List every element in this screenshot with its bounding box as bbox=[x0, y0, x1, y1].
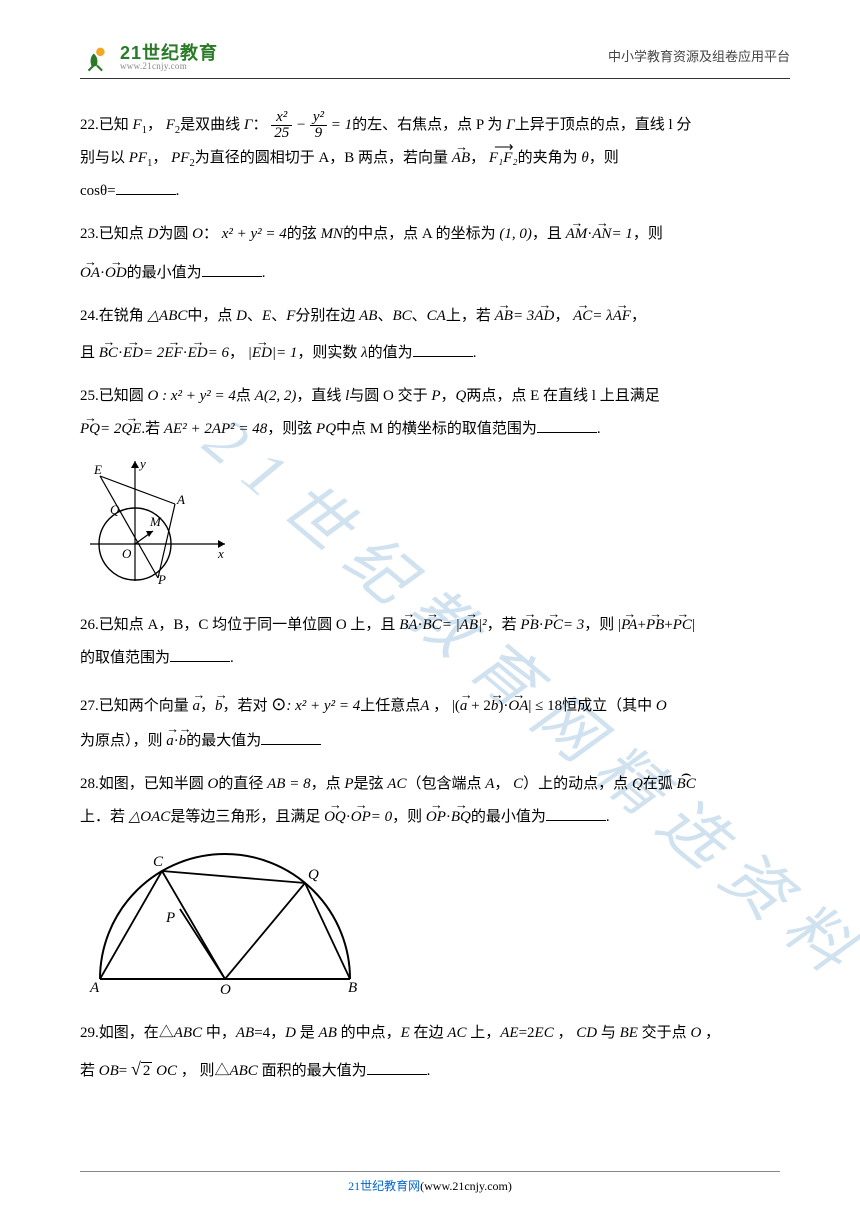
logo-icon bbox=[80, 40, 114, 74]
problem-number: 27. bbox=[80, 698, 99, 714]
problem-22: 22.已知 F1， F2是双曲线 Γ： x²25 − y²9 = 1的左、右焦点… bbox=[80, 109, 790, 208]
answer-blank bbox=[546, 806, 606, 821]
problem-number: 29. bbox=[80, 1025, 99, 1041]
answer-blank bbox=[537, 418, 597, 433]
svg-text:P: P bbox=[165, 910, 175, 926]
svg-text:B: B bbox=[348, 980, 357, 994]
header-subtitle: 中小学教育资源及组卷应用平台 bbox=[608, 40, 790, 65]
problem-number: 24. bbox=[80, 308, 99, 324]
answer-blank bbox=[413, 342, 473, 357]
svg-text:y: y bbox=[138, 456, 146, 471]
answer-blank bbox=[202, 262, 262, 277]
answer-blank bbox=[367, 1060, 427, 1075]
svg-text:A: A bbox=[176, 492, 185, 507]
svg-text:P: P bbox=[157, 572, 166, 586]
diagram-25: E y A Q M O P x bbox=[80, 456, 790, 599]
problem-27: 27.已知两个向量 a，b，若对 ⊙: x² + y² = 4上任意点A ， |… bbox=[80, 685, 790, 758]
problem-number: 28. bbox=[80, 776, 99, 792]
answer-blank bbox=[116, 180, 176, 195]
problem-25: 25.已知圆 O : x² + y² = 4点 A(2, 2)，直线 l与圆 O… bbox=[80, 380, 790, 599]
logo-block: 21世纪教育 www.21cnjy.com bbox=[80, 40, 218, 74]
problem-24: 24.在锐角 △ABC中，点 D、E、F分别在边 AB、BC、CA上，若 AB=… bbox=[80, 300, 790, 370]
svg-text:O: O bbox=[220, 982, 231, 994]
problem-number: 25. bbox=[80, 388, 99, 404]
svg-text:O: O bbox=[122, 546, 132, 561]
diagram-28: A B C Q P O bbox=[80, 844, 790, 1007]
svg-text:A: A bbox=[89, 980, 100, 994]
footer-site-name: 21世纪教育网 bbox=[348, 1179, 420, 1193]
answer-blank bbox=[261, 730, 321, 745]
page-footer: 21世纪教育网(www.21cnjy.com) bbox=[80, 1171, 780, 1194]
problem-number: 22. bbox=[80, 117, 99, 133]
svg-text:M: M bbox=[149, 514, 162, 529]
problem-23: 23.已知点 D为圆 O： x² + y² = 4的弦 MN的中点，点 A 的坐… bbox=[80, 218, 790, 290]
page-header: 21世纪教育 www.21cnjy.com 中小学教育资源及组卷应用平台 bbox=[80, 40, 790, 79]
problem-number: 23. bbox=[80, 226, 99, 242]
problem-29: 29.如图，在△ABC 中，AB=4，D 是 AB 的中点，E 在边 AC 上，… bbox=[80, 1017, 790, 1090]
problem-26: 26.已知点 A，B，C 均位于同一单位圆 O 上，且 BA·BC= |AB|²… bbox=[80, 609, 790, 675]
logo-title: 21世纪教育 bbox=[120, 44, 218, 62]
svg-text:x: x bbox=[217, 546, 224, 561]
footer-url: (www.21cnjy.com) bbox=[420, 1179, 512, 1193]
svg-text:E: E bbox=[93, 462, 102, 477]
answer-blank bbox=[170, 647, 230, 662]
logo-url: www.21cnjy.com bbox=[120, 62, 218, 71]
problem-number: 26. bbox=[80, 617, 99, 633]
svg-text:Q: Q bbox=[110, 502, 120, 517]
svg-text:Q: Q bbox=[308, 867, 319, 883]
svg-text:C: C bbox=[153, 854, 164, 870]
problem-28: 28.如图，已知半圆 O的直径 AB = 8，点 P是弦 AC（包含端点 A， … bbox=[80, 768, 790, 1007]
